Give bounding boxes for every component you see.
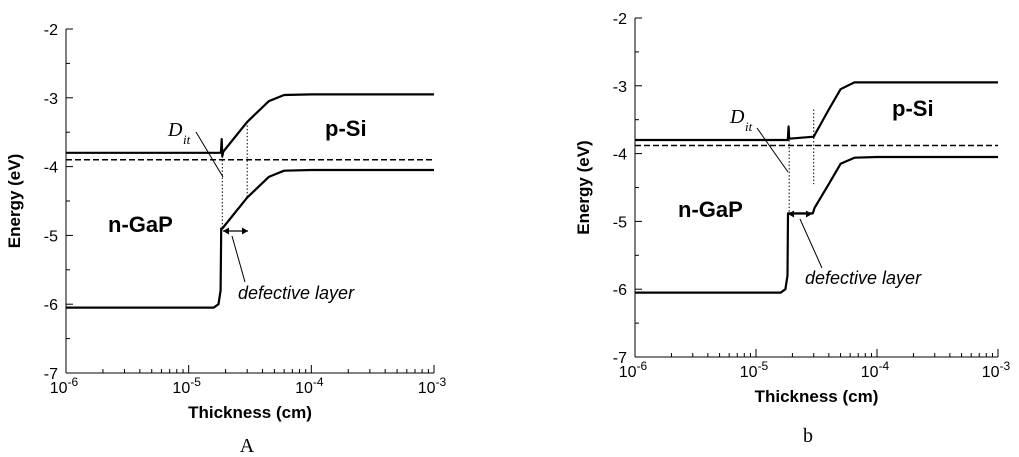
valence-band-line bbox=[66, 168, 434, 309]
figure-caption: b bbox=[803, 425, 813, 447]
y-tick-label: -2 bbox=[44, 22, 58, 39]
dit-subscript: it bbox=[183, 132, 191, 147]
y-tick-label: -3 bbox=[613, 79, 627, 96]
region-label-p-si: p-Si bbox=[892, 96, 934, 121]
y-axis-label: Energy (eV) bbox=[574, 140, 593, 234]
annotation-pointer-line bbox=[799, 218, 823, 269]
y-tick-label: -5 bbox=[613, 214, 627, 231]
x-tick-exponent: -4 bbox=[879, 359, 890, 373]
x-tick-base: 10 bbox=[172, 380, 190, 397]
x-tick-exponent: -3 bbox=[436, 375, 447, 389]
x-tick-base: 10 bbox=[295, 380, 313, 397]
x-tick-label: 10-4 bbox=[295, 375, 324, 397]
x-tick-base: 10 bbox=[861, 364, 879, 381]
x-tick-exponent: -3 bbox=[1000, 359, 1011, 373]
x-tick-exponent: -6 bbox=[637, 359, 648, 373]
arrow-head-left bbox=[223, 227, 229, 235]
defective-layer-label: defective layer bbox=[238, 283, 355, 303]
arrow-head-right bbox=[242, 227, 248, 235]
x-tick-exponent: -6 bbox=[68, 375, 79, 389]
dit-pointer-line bbox=[195, 131, 224, 178]
x-tick-exponent: -5 bbox=[190, 375, 201, 389]
y-tick-label: -4 bbox=[44, 160, 58, 177]
conduction-band-line bbox=[635, 81, 998, 142]
x-tick-label: 10-3 bbox=[418, 375, 447, 397]
region-label-n-gap: n-GaP bbox=[678, 197, 743, 222]
x-tick-base: 10 bbox=[982, 364, 1000, 381]
y-tick-label: -7 bbox=[613, 350, 627, 367]
y-tick-label: -4 bbox=[613, 147, 627, 164]
x-tick-label: 10-5 bbox=[172, 375, 201, 397]
y-tick-label: -6 bbox=[613, 282, 627, 299]
x-tick-label: 10-6 bbox=[50, 375, 79, 397]
arrow-head-left bbox=[788, 210, 794, 218]
figure-caption: A bbox=[240, 435, 255, 457]
x-tick-base: 10 bbox=[50, 380, 68, 397]
dit-label: D bbox=[729, 106, 745, 128]
y-tick-label: -3 bbox=[44, 91, 58, 108]
dit-pointer-line bbox=[756, 127, 789, 173]
y-tick-label: -5 bbox=[44, 228, 58, 245]
x-tick-exponent: -4 bbox=[313, 375, 324, 389]
y-tick-label: -2 bbox=[613, 11, 627, 28]
annotation-pointer-line bbox=[231, 235, 246, 283]
valence-band-line bbox=[635, 155, 998, 294]
x-tick-base: 10 bbox=[619, 364, 637, 381]
x-tick-base: 10 bbox=[418, 380, 436, 397]
arrow-head-right bbox=[806, 210, 812, 218]
x-axis-label: Thickness (cm) bbox=[188, 403, 312, 422]
x-tick-base: 10 bbox=[740, 364, 758, 381]
x-tick-label: 10-4 bbox=[861, 359, 890, 381]
y-axis-label: Energy (eV) bbox=[5, 154, 24, 248]
region-label-p-si: p-Si bbox=[325, 116, 367, 141]
dit-subscript: it bbox=[745, 119, 753, 134]
defective-layer-label: defective layer bbox=[805, 268, 922, 288]
x-axis-label: Thickness (cm) bbox=[755, 387, 879, 406]
x-tick-label: 10-6 bbox=[619, 359, 648, 381]
conduction-band-line bbox=[66, 93, 434, 158]
x-tick-label: 10-3 bbox=[982, 359, 1011, 381]
x-tick-label: 10-5 bbox=[740, 359, 769, 381]
y-tick-label: -6 bbox=[44, 297, 58, 314]
region-label-n-gap: n-GaP bbox=[108, 212, 173, 237]
y-tick-label: -7 bbox=[44, 366, 58, 383]
dit-label: D bbox=[167, 119, 183, 141]
x-tick-exponent: -5 bbox=[758, 359, 769, 373]
